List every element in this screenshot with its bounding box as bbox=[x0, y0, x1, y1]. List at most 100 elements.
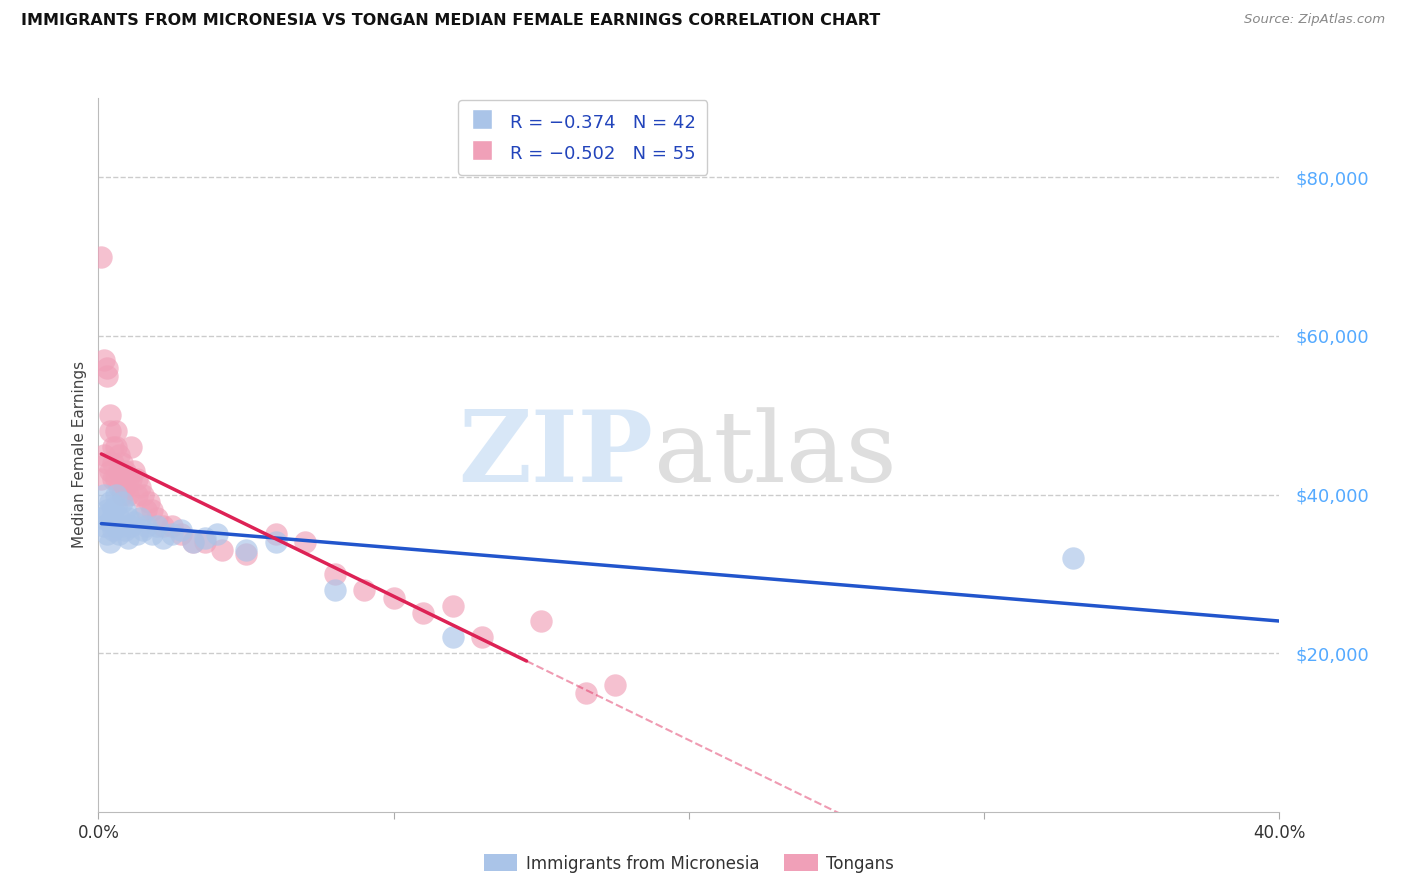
Point bbox=[128, 480, 150, 494]
Point bbox=[96, 503, 118, 517]
Point bbox=[103, 503, 125, 517]
Point bbox=[146, 519, 169, 533]
Text: atlas: atlas bbox=[654, 407, 896, 503]
Point bbox=[471, 630, 494, 644]
Point bbox=[105, 500, 128, 514]
Point bbox=[90, 511, 112, 525]
Point bbox=[323, 566, 346, 581]
Point bbox=[181, 535, 204, 549]
Point bbox=[181, 535, 204, 549]
Point bbox=[90, 250, 112, 264]
Point bbox=[128, 511, 150, 525]
Point bbox=[111, 495, 134, 509]
Point bbox=[111, 472, 134, 486]
Point bbox=[211, 543, 233, 558]
Point bbox=[132, 523, 155, 537]
Point bbox=[235, 543, 257, 558]
Point bbox=[98, 516, 121, 530]
Point bbox=[117, 487, 139, 501]
Point bbox=[125, 487, 148, 501]
Point bbox=[170, 523, 193, 537]
Point bbox=[294, 535, 316, 549]
Point bbox=[108, 480, 131, 494]
Point bbox=[162, 527, 183, 541]
Point bbox=[125, 527, 148, 541]
Point bbox=[105, 487, 128, 501]
Point bbox=[530, 615, 553, 629]
Point bbox=[98, 409, 121, 423]
Point bbox=[111, 487, 134, 501]
Point bbox=[382, 591, 405, 605]
Point bbox=[323, 582, 346, 597]
Point bbox=[96, 368, 118, 383]
Point bbox=[412, 607, 434, 621]
Point bbox=[141, 503, 163, 517]
Point bbox=[114, 503, 136, 517]
Point bbox=[117, 531, 139, 545]
Point bbox=[103, 472, 125, 486]
Point bbox=[264, 527, 287, 541]
Point bbox=[111, 519, 134, 533]
Point bbox=[98, 464, 121, 478]
Y-axis label: Median Female Earnings: Median Female Earnings bbox=[72, 361, 87, 549]
Point bbox=[103, 511, 125, 525]
Point bbox=[132, 487, 155, 501]
Point bbox=[105, 472, 128, 486]
Text: ZIP: ZIP bbox=[458, 407, 654, 503]
Point bbox=[141, 527, 163, 541]
Point bbox=[93, 519, 115, 533]
Point bbox=[114, 464, 136, 478]
Text: Source: ZipAtlas.com: Source: ZipAtlas.com bbox=[1244, 13, 1385, 27]
Point bbox=[117, 511, 139, 525]
Point bbox=[235, 547, 257, 561]
Point bbox=[96, 360, 118, 375]
Point bbox=[122, 464, 145, 478]
Point bbox=[152, 531, 174, 545]
Point bbox=[264, 535, 287, 549]
Point bbox=[574, 686, 596, 700]
Point bbox=[105, 440, 128, 454]
Point bbox=[138, 495, 160, 509]
Point bbox=[117, 472, 139, 486]
Point bbox=[96, 508, 118, 522]
Point bbox=[205, 527, 228, 541]
Point bbox=[120, 440, 142, 454]
Point bbox=[194, 535, 217, 549]
Point bbox=[98, 495, 121, 509]
Point bbox=[135, 503, 157, 517]
Point bbox=[96, 456, 118, 470]
Point bbox=[120, 472, 142, 486]
Point bbox=[105, 424, 128, 438]
Text: IMMIGRANTS FROM MICRONESIA VS TONGAN MEDIAN FEMALE EARNINGS CORRELATION CHART: IMMIGRANTS FROM MICRONESIA VS TONGAN MED… bbox=[21, 13, 880, 29]
Point bbox=[605, 678, 627, 692]
Point bbox=[108, 511, 131, 525]
Point bbox=[93, 487, 115, 501]
Point bbox=[103, 523, 125, 537]
Point bbox=[93, 448, 115, 462]
Point bbox=[108, 527, 131, 541]
Point bbox=[114, 480, 136, 494]
Point bbox=[93, 352, 115, 367]
Point bbox=[441, 630, 464, 644]
Point bbox=[103, 456, 125, 470]
Point bbox=[98, 535, 121, 549]
Legend: Immigrants from Micronesia, Tongans: Immigrants from Micronesia, Tongans bbox=[478, 847, 900, 880]
Point bbox=[105, 519, 128, 533]
Point bbox=[98, 424, 121, 438]
Point bbox=[162, 519, 183, 533]
Legend: R = −0.374   N = 42, R = −0.502   N = 55: R = −0.374 N = 42, R = −0.502 N = 55 bbox=[458, 100, 707, 175]
Point bbox=[90, 472, 112, 486]
Point bbox=[353, 582, 375, 597]
Point bbox=[122, 516, 145, 530]
Point bbox=[120, 519, 142, 533]
Point bbox=[1062, 551, 1084, 566]
Point bbox=[125, 472, 148, 486]
Point bbox=[111, 456, 134, 470]
Point bbox=[103, 440, 125, 454]
Point bbox=[441, 599, 464, 613]
Point bbox=[146, 511, 169, 525]
Point bbox=[135, 519, 157, 533]
Point bbox=[108, 464, 131, 478]
Point bbox=[152, 519, 174, 533]
Point bbox=[96, 527, 118, 541]
